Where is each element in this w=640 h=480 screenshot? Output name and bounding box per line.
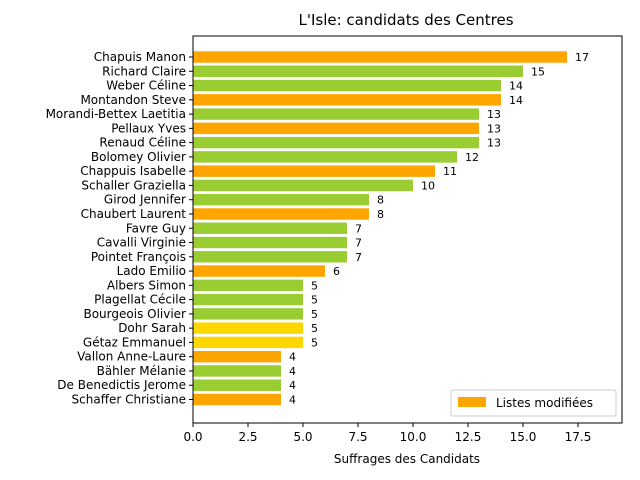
bar bbox=[193, 279, 303, 292]
y-tick-label: Plagellat Cécile bbox=[94, 293, 186, 307]
y-tick-label: Bourgeois Olivier bbox=[83, 307, 186, 321]
value-label: 7 bbox=[355, 222, 362, 235]
y-tick-label: Pellaux Yves bbox=[111, 121, 186, 135]
bar bbox=[193, 65, 523, 77]
bar bbox=[193, 379, 281, 391]
x-tick-label: 10.0 bbox=[400, 430, 427, 444]
value-label: 14 bbox=[509, 94, 523, 107]
value-label: 6 bbox=[333, 265, 340, 278]
chart-title: L'Isle: candidats des Centres bbox=[298, 11, 513, 29]
y-tick-label: Vallon Anne-Laure bbox=[77, 350, 186, 364]
x-tick-label: 17.5 bbox=[565, 430, 592, 444]
value-label: 4 bbox=[289, 365, 296, 378]
bars-group bbox=[193, 51, 567, 406]
bar bbox=[193, 336, 303, 349]
value-label: 17 bbox=[575, 51, 589, 64]
value-label: 15 bbox=[531, 65, 545, 78]
value-label: 4 bbox=[289, 394, 296, 407]
x-tick-label: 2.5 bbox=[238, 430, 257, 444]
x-tick-label: 5.0 bbox=[293, 430, 312, 444]
bar bbox=[193, 222, 347, 234]
y-tick-label: Richard Claire bbox=[102, 64, 186, 78]
bar bbox=[193, 236, 347, 249]
y-tick-label: De Benedictis Jerome bbox=[57, 378, 186, 392]
value-label: 8 bbox=[377, 208, 384, 221]
y-tick-label: Favre Guy bbox=[126, 221, 186, 235]
bar bbox=[193, 251, 347, 263]
value-label: 12 bbox=[465, 151, 479, 164]
bar bbox=[193, 94, 501, 106]
value-label: 4 bbox=[289, 379, 296, 392]
bar bbox=[193, 194, 369, 206]
bar bbox=[193, 136, 479, 149]
y-tick-label: Bähler Mélanie bbox=[97, 364, 186, 378]
bar bbox=[193, 308, 303, 320]
bar bbox=[193, 393, 281, 406]
y-tick-label: Renaud Céline bbox=[99, 136, 186, 150]
y-tick-label: Girod Jennifer bbox=[104, 193, 186, 207]
value-label: 5 bbox=[311, 322, 318, 335]
bar bbox=[193, 151, 457, 163]
y-tick-label: Schaffer Christiane bbox=[72, 393, 186, 407]
value-label: 5 bbox=[311, 279, 318, 292]
y-tick-label: Chappuis Isabelle bbox=[80, 164, 186, 178]
value-label: 13 bbox=[487, 122, 501, 135]
x-tick-label: 12.5 bbox=[455, 430, 482, 444]
bar bbox=[193, 350, 281, 363]
value-label: 14 bbox=[509, 80, 523, 93]
bar bbox=[193, 365, 281, 377]
value-label: 5 bbox=[311, 308, 318, 321]
legend-swatch bbox=[458, 397, 486, 407]
y-tick-label: Morandi-Bettex Laetitia bbox=[46, 107, 186, 121]
bar bbox=[193, 265, 325, 277]
bar bbox=[193, 293, 303, 306]
legend-label: Listes modifiées bbox=[496, 396, 593, 410]
value-label: 8 bbox=[377, 194, 384, 207]
y-tick-label: Schaller Graziella bbox=[81, 178, 186, 192]
y-tick-label: Chaubert Laurent bbox=[81, 207, 187, 221]
x-tick-label: 0.0 bbox=[183, 430, 202, 444]
y-tick-label: Lado Emilio bbox=[117, 264, 186, 278]
y-tick-label: Bolomey Olivier bbox=[91, 150, 186, 164]
y-tick-label: Albers Simon bbox=[107, 278, 186, 292]
value-label: 7 bbox=[355, 237, 362, 250]
y-tick-label: Dohr Sarah bbox=[118, 321, 186, 335]
legend: Listes modifiées bbox=[450, 389, 617, 417]
bar bbox=[193, 165, 435, 177]
bar bbox=[193, 208, 369, 220]
value-label: 13 bbox=[487, 137, 501, 150]
value-label: 10 bbox=[421, 179, 435, 192]
value-label: 4 bbox=[289, 351, 296, 364]
bar bbox=[193, 108, 479, 120]
bar bbox=[193, 51, 567, 63]
x-tick-label: 7.5 bbox=[348, 430, 367, 444]
x-tick-label: 15.0 bbox=[510, 430, 537, 444]
y-tick-label: Cavalli Virginie bbox=[97, 236, 186, 250]
y-tick-label: Chapuis Manon bbox=[94, 50, 186, 64]
y-tick-label: Gétaz Emmanuel bbox=[83, 335, 186, 349]
bar bbox=[193, 122, 479, 135]
y-tick-label: Montandon Steve bbox=[80, 93, 186, 107]
x-axis-label: Suffrages des Candidats bbox=[334, 452, 480, 466]
value-label: 11 bbox=[443, 165, 457, 178]
value-label: 5 bbox=[311, 294, 318, 307]
bar bbox=[193, 179, 413, 192]
legend-frame bbox=[450, 389, 617, 417]
bar bbox=[193, 322, 303, 334]
value-label: 13 bbox=[487, 108, 501, 121]
value-label: 5 bbox=[311, 336, 318, 349]
plot-frame bbox=[192, 35, 623, 424]
value-label: 7 bbox=[355, 251, 362, 264]
y-tick-label: Pointet François bbox=[91, 250, 186, 264]
y-tick-label: Weber Céline bbox=[106, 79, 186, 93]
bar bbox=[193, 79, 501, 92]
x-axis-ticks: 0.0 2.5 5.0 7.5 10.0 12.5 15.0 17.5 bbox=[183, 423, 591, 444]
